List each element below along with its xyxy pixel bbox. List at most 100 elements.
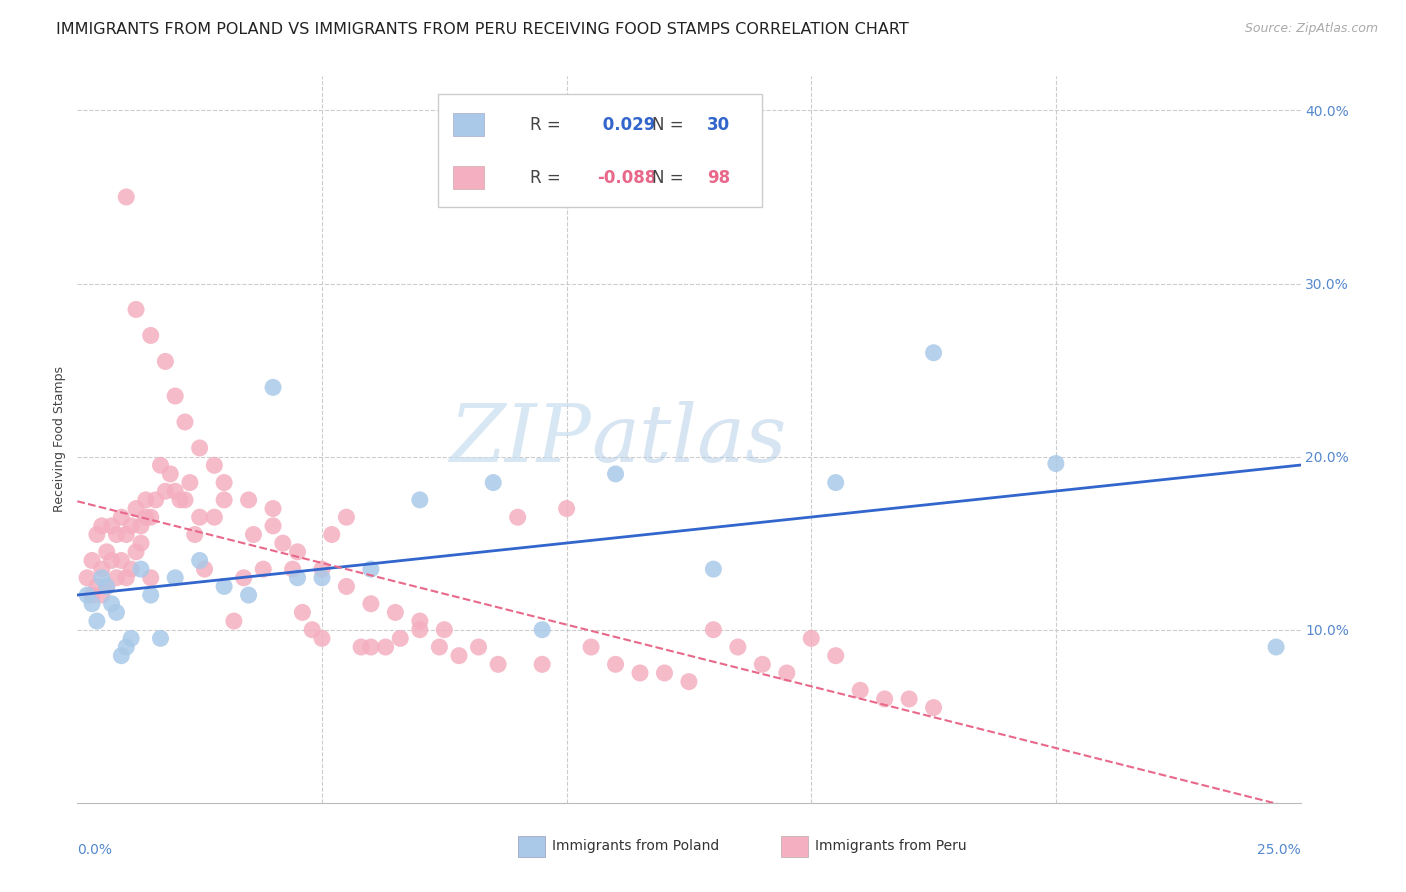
- Point: [311, 562, 333, 576]
- Point: [467, 640, 489, 654]
- Text: -0.088: -0.088: [598, 169, 657, 186]
- Point: [271, 536, 294, 550]
- Point: [654, 665, 676, 680]
- Point: [105, 527, 128, 541]
- Point: [252, 562, 274, 576]
- Point: [360, 562, 382, 576]
- Text: 0.029: 0.029: [598, 116, 655, 134]
- Point: [139, 571, 162, 585]
- Point: [90, 588, 112, 602]
- Point: [873, 692, 896, 706]
- Point: [90, 571, 112, 585]
- Point: [212, 492, 235, 507]
- Point: [110, 510, 132, 524]
- Point: [222, 614, 245, 628]
- Point: [135, 492, 157, 507]
- Point: [898, 692, 921, 706]
- Point: [105, 606, 128, 620]
- Point: [321, 527, 343, 541]
- Point: [531, 623, 554, 637]
- Point: [751, 657, 773, 672]
- Point: [238, 588, 260, 602]
- Point: [90, 562, 112, 576]
- Point: [212, 475, 235, 490]
- Point: [100, 597, 122, 611]
- Point: [605, 657, 627, 672]
- Y-axis label: Receiving Food Stamps: Receiving Food Stamps: [53, 367, 66, 512]
- Point: [486, 657, 509, 672]
- Point: [120, 562, 142, 576]
- Point: [115, 640, 138, 654]
- Point: [125, 302, 148, 317]
- Point: [188, 553, 211, 567]
- Point: [824, 648, 846, 663]
- Point: [702, 623, 724, 637]
- Point: [96, 545, 118, 559]
- Point: [86, 579, 108, 593]
- Point: [80, 597, 103, 611]
- Point: [139, 588, 162, 602]
- Point: [115, 527, 138, 541]
- Text: 25.0%: 25.0%: [1257, 843, 1301, 857]
- Point: [105, 571, 128, 585]
- Text: 98: 98: [707, 169, 730, 186]
- Point: [409, 492, 432, 507]
- Point: [159, 467, 181, 481]
- Point: [429, 640, 451, 654]
- Point: [174, 415, 197, 429]
- Point: [433, 623, 456, 637]
- Point: [374, 640, 396, 654]
- Point: [96, 579, 118, 593]
- Point: [605, 467, 627, 481]
- Point: [110, 553, 132, 567]
- Point: [360, 640, 382, 654]
- Point: [232, 571, 254, 585]
- Point: [129, 519, 152, 533]
- Point: [555, 501, 578, 516]
- Point: [115, 571, 138, 585]
- Point: [287, 571, 309, 585]
- Point: [506, 510, 529, 524]
- Point: [281, 562, 304, 576]
- Point: [727, 640, 749, 654]
- Point: [76, 588, 98, 602]
- Point: [800, 632, 823, 646]
- Point: [301, 623, 323, 637]
- Point: [262, 501, 284, 516]
- Point: [311, 632, 333, 646]
- Point: [238, 492, 260, 507]
- Point: [149, 458, 172, 473]
- Point: [76, 571, 98, 585]
- Point: [165, 571, 187, 585]
- Text: 0.0%: 0.0%: [77, 843, 112, 857]
- Point: [335, 510, 357, 524]
- Point: [100, 519, 122, 533]
- Point: [120, 519, 142, 533]
- Point: [80, 553, 103, 567]
- Point: [579, 640, 602, 654]
- Point: [849, 683, 872, 698]
- Text: R =: R =: [530, 169, 561, 186]
- Point: [155, 354, 177, 368]
- Point: [135, 510, 157, 524]
- Point: [350, 640, 373, 654]
- Point: [96, 579, 118, 593]
- Point: [80, 588, 103, 602]
- Text: N =: N =: [652, 116, 683, 134]
- Point: [188, 441, 211, 455]
- Point: [1265, 640, 1288, 654]
- Point: [212, 579, 235, 593]
- Point: [169, 492, 191, 507]
- Point: [482, 475, 505, 490]
- Point: [139, 510, 162, 524]
- Point: [360, 597, 382, 611]
- Text: R =: R =: [530, 116, 561, 134]
- Text: IMMIGRANTS FROM POLAND VS IMMIGRANTS FROM PERU RECEIVING FOOD STAMPS CORRELATION: IMMIGRANTS FROM POLAND VS IMMIGRANTS FRO…: [56, 22, 910, 37]
- Point: [149, 632, 172, 646]
- Point: [129, 562, 152, 576]
- Point: [776, 665, 799, 680]
- Point: [262, 380, 284, 394]
- Point: [311, 571, 333, 585]
- Point: [678, 674, 700, 689]
- Point: [129, 536, 152, 550]
